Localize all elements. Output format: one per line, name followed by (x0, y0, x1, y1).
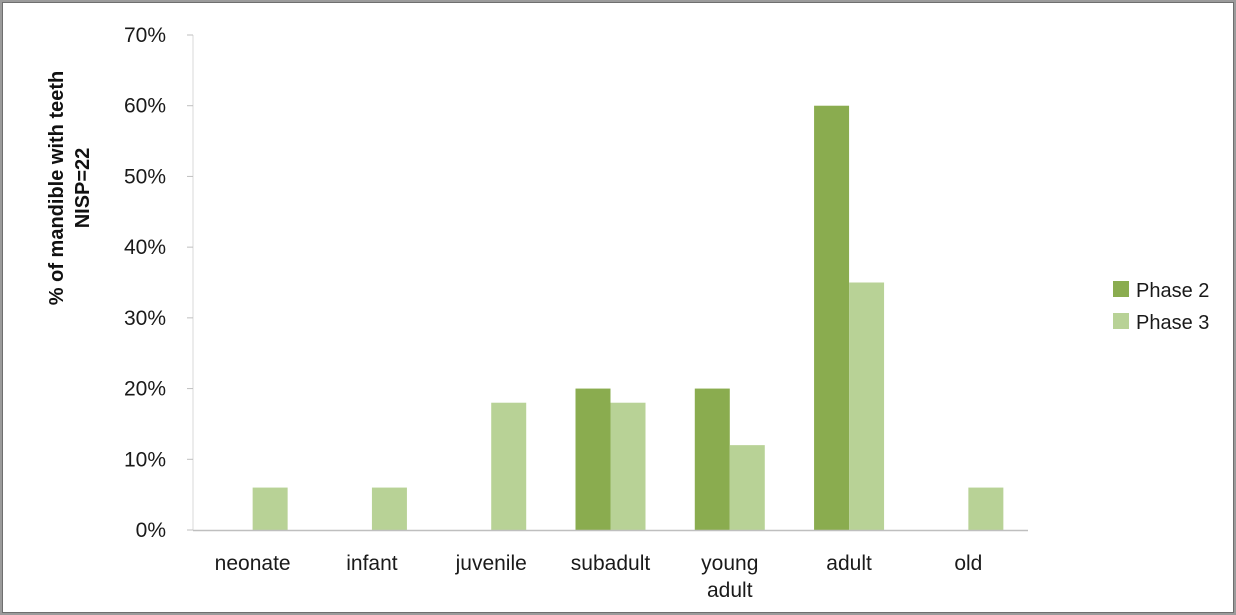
x-tick-label: juvenile (455, 552, 527, 575)
bar-phase-2-adult (814, 105, 850, 530)
legend-label: Phase 3 (1136, 312, 1209, 334)
y-axis-label-line-1: % of mandible with teeth (46, 71, 68, 305)
y-tick-label: 60% (124, 95, 166, 118)
y-tick-label: 30% (124, 307, 166, 330)
x-tick-label: adult (826, 552, 872, 575)
bar-phase-3-juvenile (491, 402, 527, 530)
y-tick-label: 70% (124, 24, 166, 47)
y-tick-label: 10% (124, 448, 166, 471)
x-tick-label: young adult (701, 552, 758, 602)
x-tick-label: infant (346, 552, 398, 575)
bar-phase-3-subadult (610, 402, 646, 530)
y-tick-label: 0% (136, 519, 166, 542)
y-axis-label-line-2: NISP=22 (72, 148, 94, 229)
legend-label: Phase 2 (1136, 280, 1209, 302)
bar-phase-3-old (968, 487, 1004, 530)
y-tick-label: 20% (124, 378, 166, 401)
y-tick-label: 50% (124, 165, 166, 188)
x-tick-label: old (954, 552, 982, 575)
legend-swatch (1113, 281, 1129, 297)
legend-swatch (1113, 313, 1129, 329)
y-tick-label: 40% (124, 236, 166, 259)
x-tick-label: subadult (571, 552, 651, 575)
bar-chart: % of mandible with teeth NISP=22 0% 10% 20… (46, 24, 1209, 602)
bar-phase-3-infant (371, 487, 407, 530)
bar-phase-2-young-adult (694, 388, 730, 530)
bar-phase-3-neonate (252, 487, 288, 530)
bar-phase-3-young-adult (729, 445, 765, 530)
x-tick-label: neonate (215, 552, 291, 575)
bar-phase-3-adult (849, 282, 885, 530)
bar-phase-2-subadult (575, 388, 611, 530)
